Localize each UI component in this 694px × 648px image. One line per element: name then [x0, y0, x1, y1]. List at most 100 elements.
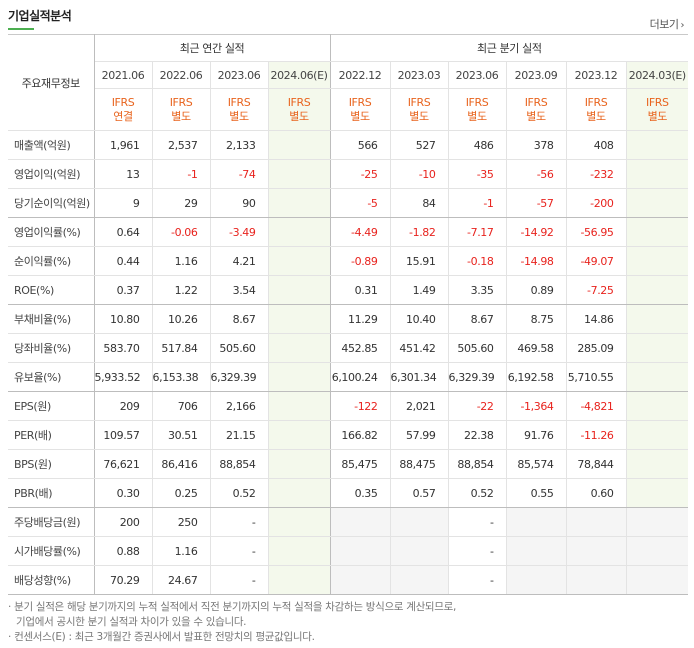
value-cell: -56.95 — [566, 217, 627, 247]
value-cell: 0.31 — [330, 275, 391, 305]
footnote-2: · 컨센서스(E) : 최근 3개월간 증권사에서 발표한 전망치의 평균값입니… — [8, 631, 315, 643]
value-cell: 486 — [448, 130, 507, 160]
row-label: 배당성향(%) — [8, 565, 95, 595]
standard-scope: 별도 — [526, 109, 546, 123]
value-cell: 505.60 — [448, 333, 507, 363]
value-cell: 209 — [94, 391, 153, 421]
value-cell — [268, 304, 331, 334]
period-row: 2021.06 2022.06 2023.06 2024.06(E) 2022.12 20… — [8, 61, 689, 89]
value-cell — [268, 507, 331, 537]
value-cell: 29 — [152, 188, 211, 218]
footnote-1: · 분기 실적은 해당 분기까지의 누적 실적에서 직전 분기까지의 누적 실적… — [8, 601, 457, 613]
value-cell: 70.29 — [94, 565, 153, 595]
value-cell: 250 — [152, 507, 211, 537]
value-cell: 76,621 — [94, 449, 153, 479]
value-cell: 2,166 — [210, 391, 269, 421]
value-cell — [390, 507, 449, 537]
standard-scope: 별도 — [350, 109, 370, 123]
value-cell: 21.15 — [210, 420, 269, 450]
value-cell: 0.30 — [94, 478, 153, 508]
value-cell: -49.07 — [566, 246, 627, 276]
value-cell: 15.91 — [390, 246, 449, 276]
table-row: 주당배당금(원) 200 250- - — [8, 507, 689, 537]
value-cell: -5 — [330, 188, 391, 218]
value-cell — [268, 449, 331, 479]
value-cell: 6,301.34 — [390, 362, 449, 392]
standard-type: IFRS — [111, 95, 135, 109]
standard-type: IFRS — [169, 95, 193, 109]
value-cell: 527 — [390, 130, 449, 160]
value-cell — [626, 130, 689, 160]
standard-type: IFRS — [227, 95, 251, 109]
value-cell: 3.35 — [448, 275, 507, 305]
value-cell: -25 — [330, 159, 391, 189]
value-cell — [268, 159, 331, 189]
value-cell: 505.60 — [210, 333, 269, 363]
value-cell — [506, 536, 567, 566]
value-cell: -0.89 — [330, 246, 391, 276]
footnote-1-cont: 기업에서 공시한 분기 실적과 차이가 있을 수 있습니다. — [8, 615, 456, 630]
value-cell: -4.49 — [330, 217, 391, 247]
footnote-1b-text: 기업에서 공시한 분기 실적과 차이가 있을 수 있습니다. — [16, 616, 247, 628]
value-cell: - — [448, 507, 507, 537]
value-cell: -14.92 — [506, 217, 567, 247]
chevron-right-icon: › — [680, 20, 685, 31]
value-cell — [268, 478, 331, 508]
value-cell: 85,475 — [330, 449, 391, 479]
value-cell — [626, 449, 689, 479]
value-cell — [268, 420, 331, 450]
value-cell: 10.40 — [390, 304, 449, 334]
row-label: 시가배당률(%) — [8, 536, 95, 566]
period-header: 2024.03(E) — [626, 61, 689, 89]
more-link[interactable]: 더보기 › — [649, 16, 685, 32]
value-cell: 2,133 — [210, 130, 269, 160]
standard-scope: 별도 — [647, 109, 668, 123]
value-cell: -3.49 — [210, 217, 269, 247]
footnote-1-text: 분기 실적은 해당 분기까지의 누적 실적에서 직전 분기까지의 누적 실적을 … — [14, 601, 457, 613]
value-cell: 84 — [390, 188, 449, 218]
value-cell: 88,475 — [390, 449, 449, 479]
value-cell: -35 — [448, 159, 507, 189]
standard-type: IFRS — [348, 95, 372, 109]
standard-scope: 별도 — [409, 109, 429, 123]
value-cell: -1 — [448, 188, 507, 218]
standard-scope: 별도 — [467, 109, 487, 123]
value-cell: 10.26 — [152, 304, 211, 334]
value-cell — [506, 565, 567, 595]
standard-header: IFRS 별도 — [626, 88, 689, 131]
value-cell: 24.67 — [152, 565, 211, 595]
value-cell — [268, 565, 331, 595]
value-cell: - — [210, 507, 269, 537]
value-cell: 3.54 — [210, 275, 269, 305]
value-cell — [626, 333, 689, 363]
value-cell — [626, 565, 689, 595]
table-row: 부채비율(%) 10.80 10.26 8.67 11.29 10.40 8.67 8.75 1… — [8, 304, 689, 334]
period-header: 2023.09 — [506, 61, 567, 89]
value-cell: 285.09 — [566, 333, 627, 363]
value-cell — [268, 188, 331, 218]
value-cell: 9 — [94, 188, 153, 218]
standard-scope: 별도 — [586, 109, 606, 123]
value-cell: - — [210, 565, 269, 595]
standard-header: IFRS 별도 — [152, 88, 211, 131]
value-cell: -7.17 — [448, 217, 507, 247]
period-header: 2023.03 — [390, 61, 449, 89]
section-title: 기업실적분석 — [8, 9, 72, 23]
value-cell: -1,364 — [506, 391, 567, 421]
value-cell: 78,844 — [566, 449, 627, 479]
more-link-label[interactable]: 더보기 — [649, 18, 679, 31]
value-cell: 0.35 — [330, 478, 391, 508]
value-cell: 109.57 — [94, 420, 153, 450]
value-cell: 451.42 — [390, 333, 449, 363]
value-cell: 408 — [566, 130, 627, 160]
value-cell: -1 — [152, 159, 211, 189]
value-cell — [626, 188, 689, 218]
value-cell: 378 — [506, 130, 567, 160]
standard-type: IFRS — [524, 95, 548, 109]
value-cell — [566, 565, 627, 595]
value-cell: 706 — [152, 391, 211, 421]
value-cell: 0.89 — [506, 275, 567, 305]
row-label: BPS(원) — [8, 449, 95, 479]
row-label: 부채비율(%) — [8, 304, 95, 334]
value-cell — [268, 246, 331, 276]
